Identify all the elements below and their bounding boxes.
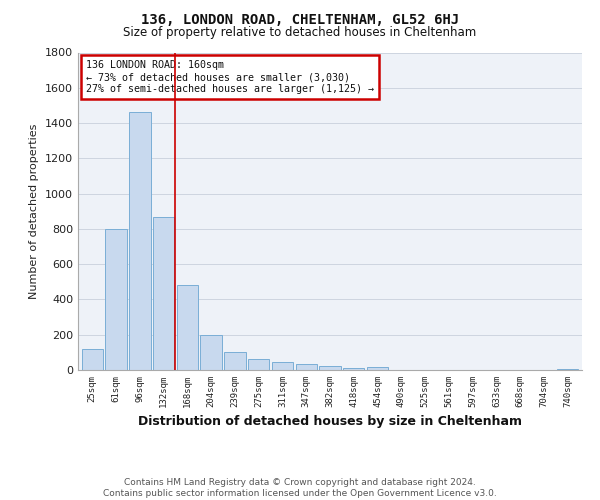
Bar [200,334,222,370]
Bar [248,358,269,370]
X-axis label: Distribution of detached houses by size in Cheltenham: Distribution of detached houses by size … [138,416,522,428]
Y-axis label: Number of detached properties: Number of detached properties [29,124,40,299]
Bar [176,286,198,370]
Bar [367,368,388,370]
Bar [82,349,103,370]
Bar [129,112,151,370]
Text: Size of property relative to detached houses in Cheltenham: Size of property relative to detached ho… [124,26,476,39]
Bar [106,229,127,370]
Bar [296,364,317,370]
Bar [272,362,293,370]
Bar [224,352,245,370]
Text: 136, LONDON ROAD, CHELTENHAM, GL52 6HJ: 136, LONDON ROAD, CHELTENHAM, GL52 6HJ [141,12,459,26]
Text: Contains HM Land Registry data © Crown copyright and database right 2024.
Contai: Contains HM Land Registry data © Crown c… [103,478,497,498]
Bar [343,368,364,370]
Text: 136 LONDON ROAD: 160sqm
← 73% of detached houses are smaller (3,030)
27% of semi: 136 LONDON ROAD: 160sqm ← 73% of detache… [86,60,374,94]
Bar [319,366,341,370]
Bar [153,216,174,370]
Bar [557,369,578,370]
